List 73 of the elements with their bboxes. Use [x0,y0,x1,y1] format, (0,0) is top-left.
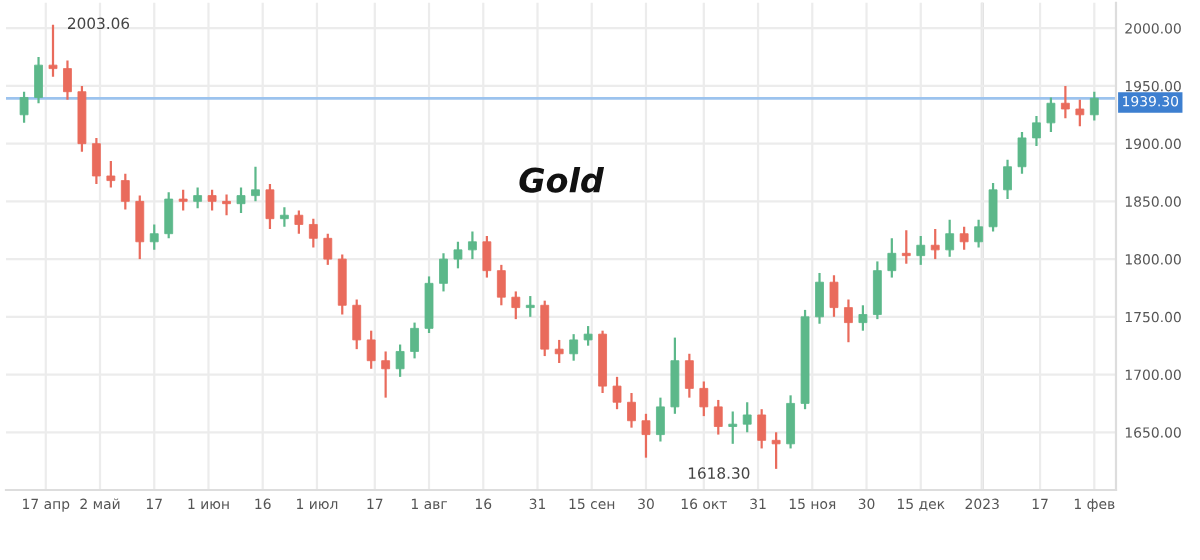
candlestick [120,172,130,211]
candlestick [381,350,391,399]
candlestick [337,253,347,316]
candlestick [525,294,535,318]
candlestick [280,206,289,228]
candlestick [468,230,477,261]
candlestick [19,90,29,124]
candlestick [1089,90,1099,122]
candlestick [178,188,188,212]
candlestick [1003,158,1012,201]
candlestick [251,165,260,203]
candlestick [742,401,752,434]
candlestick [294,209,304,235]
candlestick [988,181,998,233]
candlestick [786,394,795,450]
candlestick [684,352,694,399]
candlestick [496,263,506,307]
candlestick [265,182,275,231]
candlestick [1032,114,1041,148]
candlestick [410,321,419,360]
candlestick [641,412,651,459]
candlestick [656,396,665,443]
candlestick [352,298,362,351]
candlestick [771,431,781,470]
candlestick [193,186,203,210]
candlestick [583,324,593,347]
candlestick [945,218,955,258]
candlestick [554,338,564,365]
candlestick [1060,84,1070,120]
candlestick [612,375,622,411]
candlestick [222,193,231,217]
candlestick [569,333,579,362]
candlestick [395,343,405,378]
candlestick [149,223,159,251]
candlestick [48,23,58,78]
candlestick [439,252,448,293]
candlestick [974,218,983,249]
candlestick [135,194,145,261]
candlestick [916,234,926,266]
candlestick [670,336,680,415]
candlestick [872,260,882,321]
candlestick [713,398,723,436]
candlestick [959,225,969,251]
candlestick [323,232,333,266]
candlestick [815,271,824,325]
candlestick [106,159,116,189]
candlestick [540,299,550,358]
candlestick [1046,96,1056,134]
candlestick [887,237,897,279]
candlestick [63,59,72,101]
candlestick [1075,98,1085,128]
candlestick [757,408,767,450]
candlestick [482,234,492,279]
candlestick [844,298,853,344]
candlestick [1017,130,1027,175]
candlestick [164,191,174,240]
candlestick [901,229,911,265]
candlestick [627,391,636,429]
candlestick [728,410,738,445]
candlestick [308,217,318,249]
candlestick [366,329,376,370]
candlestick [424,275,434,335]
candlestick [236,186,246,215]
candlestick [829,274,839,318]
candlestick [699,380,709,418]
candlestick [511,290,521,321]
candlestick [91,136,101,186]
candlestick [34,55,43,105]
text: Gold [519,166,605,193]
candlestick [453,240,463,270]
candlestick [207,188,217,212]
candlestick [858,304,868,332]
candlestick [930,227,940,261]
